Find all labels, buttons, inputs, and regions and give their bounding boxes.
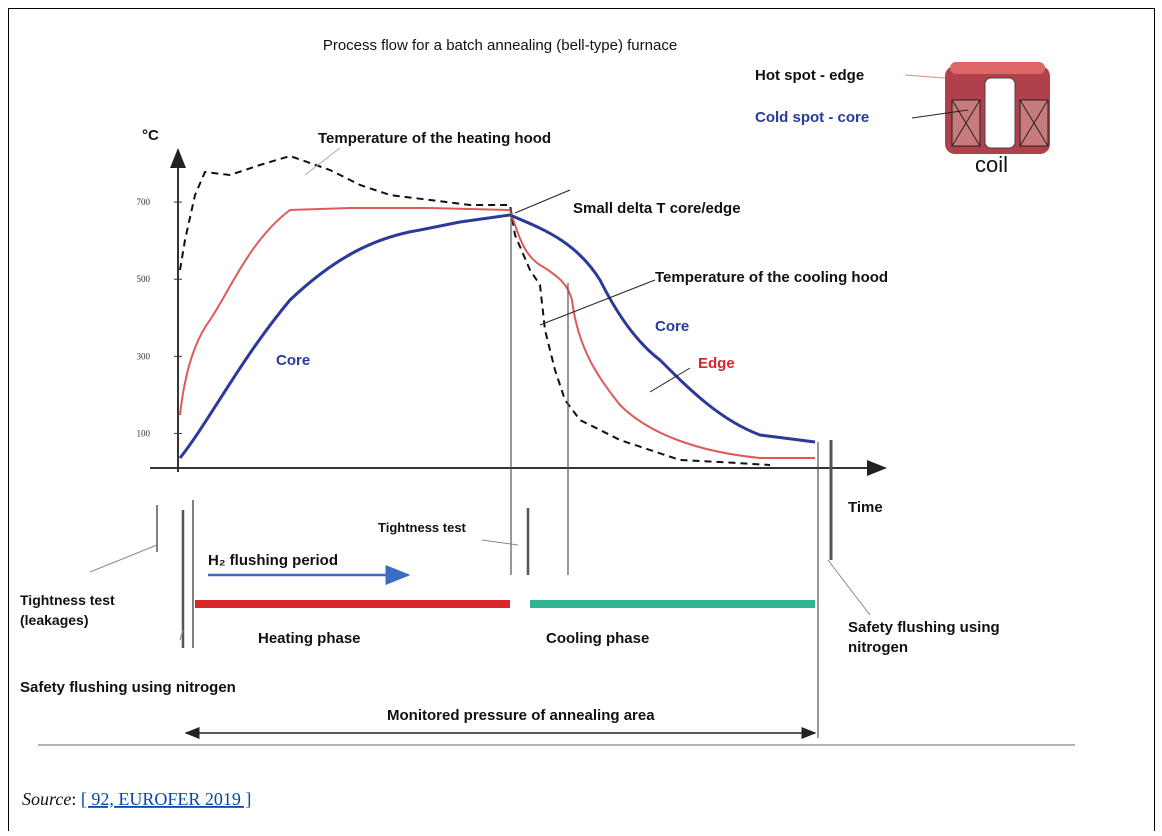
y-tick-label: 700 xyxy=(137,197,151,207)
annotation: Temperature of the heating hood xyxy=(318,130,551,147)
pointer xyxy=(827,559,871,616)
annotation: Temperature of the cooling hood xyxy=(655,269,888,286)
pointer xyxy=(514,189,571,214)
annotation: Small delta T core/edge xyxy=(573,200,741,217)
phase-label: Safety flushing using nitrogen xyxy=(20,679,236,696)
annotation: Core xyxy=(276,352,310,369)
edge-curve xyxy=(179,207,815,459)
phase-label: H₂ flushing period xyxy=(208,552,338,569)
y-tick-label: 300 xyxy=(137,351,151,361)
phase-label: Cooling phase xyxy=(546,630,649,647)
annotation: Core xyxy=(655,318,689,335)
phase-label: Tightness test xyxy=(378,520,467,535)
phase-label: Tightness test (leakages) xyxy=(20,592,115,628)
pointer xyxy=(649,367,691,393)
core-curve xyxy=(178,213,816,459)
title: Process flow for a batch annealing (bell… xyxy=(323,37,677,54)
source-label: Source xyxy=(22,789,71,809)
heating-bar xyxy=(195,600,510,608)
phase-label: Safety flushing using nitrogen xyxy=(848,619,1000,656)
y-axis-label: °C xyxy=(142,127,159,144)
source-link[interactable]: [ 92, EUROFER 2019 ] xyxy=(81,789,252,809)
cooling-bar xyxy=(530,600,815,608)
heating-hood-curve xyxy=(179,154,771,466)
y-tick-label: 100 xyxy=(137,428,151,438)
coil-icon xyxy=(904,62,1050,154)
phase-label: Monitored pressure of annealing area xyxy=(387,707,655,724)
label-line: (leakages) xyxy=(20,612,88,628)
x-axis-label: Time xyxy=(848,499,883,516)
phase-label: Heating phase xyxy=(258,630,361,647)
pointer xyxy=(89,544,158,573)
pointer xyxy=(539,279,656,326)
y-tick-label: 500 xyxy=(137,274,151,284)
label-line: Tightness test xyxy=(20,592,115,608)
pointer xyxy=(304,147,341,176)
label-line: nitrogen xyxy=(848,639,908,656)
coil-hot-spot: Hot spot - edge xyxy=(755,67,864,84)
coil-cold-spot: Cold spot - core xyxy=(755,109,869,126)
pointer xyxy=(481,539,519,546)
label-line: Safety flushing using xyxy=(848,619,1000,636)
pointer xyxy=(179,629,184,641)
source-separator: : xyxy=(71,789,76,809)
source: Source: [ 92, EUROFER 2019 ] xyxy=(22,789,251,809)
annotation: Edge xyxy=(698,355,735,372)
coil-label: coil xyxy=(975,152,1008,177)
